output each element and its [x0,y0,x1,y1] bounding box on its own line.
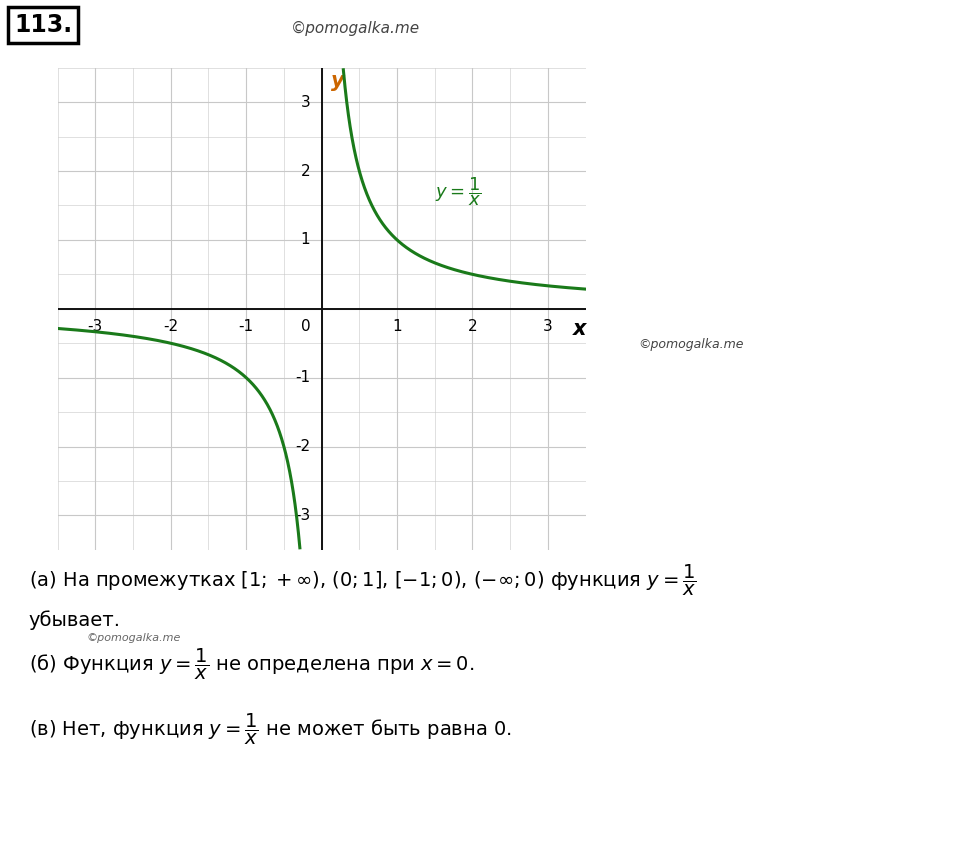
Text: 3: 3 [300,95,310,110]
Text: 1: 1 [300,233,310,247]
Text: 2: 2 [468,319,477,334]
Text: 113.: 113. [14,13,73,36]
Text: -3: -3 [87,319,103,334]
Text: ©pomogalka.me: ©pomogalka.me [291,21,420,36]
Text: (б) Функция $y = \dfrac{1}{x}$ не определена при $x = 0$.: (б) Функция $y = \dfrac{1}{x}$ не опреде… [29,647,474,682]
Text: y: y [330,71,345,91]
Text: (в) Нет, функция $y = \dfrac{1}{x}$ не может быть равна 0.: (в) Нет, функция $y = \dfrac{1}{x}$ не м… [29,712,512,747]
Text: 3: 3 [543,319,553,334]
Text: 1: 1 [393,319,402,334]
Text: (а) На промежутках $[1;+\infty)$, $(0;1]$, $[-1;0)$, $(-\infty;0)$ функция $y = : (а) На промежутках $[1;+\infty)$, $(0;1]… [29,563,696,597]
Text: -2: -2 [295,439,310,454]
Text: 2: 2 [300,163,310,179]
Text: -3: -3 [295,508,310,523]
Text: 0: 0 [300,319,310,334]
Text: -1: -1 [295,371,310,385]
Text: -1: -1 [239,319,253,334]
Text: -2: -2 [163,319,179,334]
Text: x: x [573,319,587,339]
Text: убывает.: убывает. [29,611,121,630]
Text: ©pomogalka.me: ©pomogalka.me [638,338,744,351]
Text: ©pomogalka.me: ©pomogalka.me [86,633,180,643]
Text: $y = \dfrac{1}{x}$: $y = \dfrac{1}{x}$ [435,175,481,208]
